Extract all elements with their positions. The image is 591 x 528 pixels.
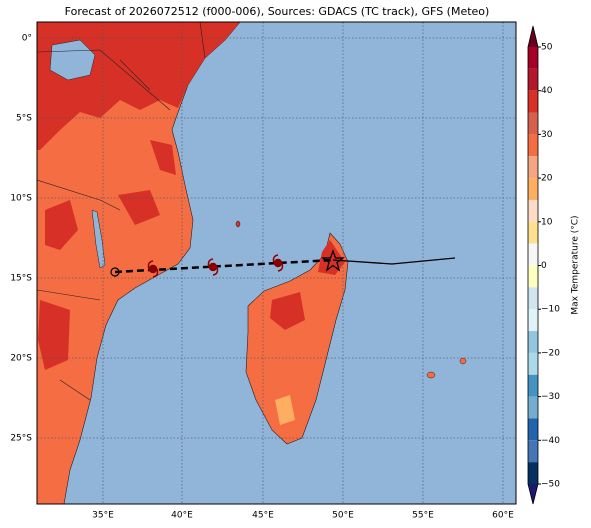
lat-label: 5°S <box>16 114 32 124</box>
colorbar-band <box>528 112 538 135</box>
lat-label: 10°S <box>10 194 32 204</box>
colorbar-tick-label: 0 <box>541 261 547 271</box>
country-border <box>37 22 206 401</box>
colorbar-label: Max Temperature (°C) <box>571 215 581 314</box>
colorbar-band <box>528 418 538 441</box>
colorbar-tick-label: −10 <box>541 305 560 315</box>
colorbar-band <box>528 178 538 200</box>
cyclone-icon <box>273 258 283 268</box>
current-position <box>321 249 345 272</box>
island <box>459 357 467 365</box>
lat-label: 15°S <box>10 274 32 284</box>
colorbar-tick-label: 10 <box>541 217 553 227</box>
track-end <box>110 267 120 277</box>
madagascar <box>245 232 349 445</box>
lat-label: 25°S <box>10 434 32 444</box>
colorbar-band <box>528 309 538 332</box>
colorbar-band <box>528 68 538 91</box>
past-track <box>332 257 456 265</box>
lake-victoria <box>49 39 96 81</box>
cyclone-icon <box>148 264 158 274</box>
colorbar-band <box>528 396 538 419</box>
colorbar: 50 40 30 20 10 0 −10 −20 −30 −40 −50 <box>527 25 560 505</box>
colorbar-band <box>528 90 538 113</box>
lon-label: 55°E <box>412 511 434 521</box>
colorbar-band <box>528 352 538 375</box>
colorbar-tick-label: −40 <box>541 436 560 446</box>
cyclone-icon <box>147 260 159 278</box>
warm-region <box>38 300 70 370</box>
map-frame <box>36 21 517 505</box>
cool-region <box>275 395 295 425</box>
colorbar-band <box>528 199 538 222</box>
cyclone-symbols <box>147 254 284 278</box>
colorbar-tick-label: −20 <box>541 348 560 358</box>
lat-label: 0° <box>22 34 32 44</box>
colorbar-extend <box>528 26 538 47</box>
colorbar-band <box>528 462 538 484</box>
warm-region <box>150 140 176 175</box>
graticule <box>37 22 516 504</box>
cyclone-icon <box>207 258 219 276</box>
island <box>235 220 241 228</box>
colorbar-band <box>528 243 538 266</box>
map-body <box>37 22 516 504</box>
lat-label: 20°S <box>10 354 32 364</box>
colorbar-band <box>528 134 538 157</box>
cyclone-icon <box>208 262 218 272</box>
lon-label: 45°E <box>252 511 274 521</box>
cyclone-icon <box>272 254 284 272</box>
colorbar-band <box>528 265 538 288</box>
lon-label: 60°E <box>492 511 514 521</box>
africa <box>37 22 241 504</box>
storm-track <box>110 249 456 278</box>
warm-region <box>118 190 160 225</box>
colorbar-band <box>528 221 538 244</box>
island <box>426 371 436 379</box>
colorbar-tick-label: 30 <box>541 130 553 140</box>
colorbar-tick-label: 40 <box>541 86 553 96</box>
colorbar-band <box>528 440 538 463</box>
colorbar-band <box>528 47 538 69</box>
colorbar-band <box>528 156 538 179</box>
colorbar-tick-label: −50 <box>541 480 560 490</box>
lon-labels: 35°E 40°E 45°E 50°E 55°E 60°E <box>92 511 514 521</box>
lake-malawi <box>91 209 106 269</box>
colorbar-tick-label: 20 <box>541 174 553 184</box>
map-title: Forecast of 2026072512 (f000-006), Sourc… <box>65 5 490 18</box>
colorbar-band <box>528 331 538 353</box>
lon-label: 40°E <box>171 511 193 521</box>
lon-label: 35°E <box>92 511 114 521</box>
warm-region <box>270 292 305 330</box>
colorbar-extend <box>528 484 538 504</box>
warm-region <box>45 200 78 250</box>
lon-label: 50°E <box>332 511 354 521</box>
colorbar-tick-label: 50 <box>541 43 553 53</box>
lat-labels: 0° 5°S 10°S 15°S 20°S 25°S <box>10 34 32 444</box>
colorbar-band <box>528 374 538 397</box>
colorbar-band <box>528 287 538 310</box>
colorbar-tick-label: −30 <box>541 392 560 402</box>
